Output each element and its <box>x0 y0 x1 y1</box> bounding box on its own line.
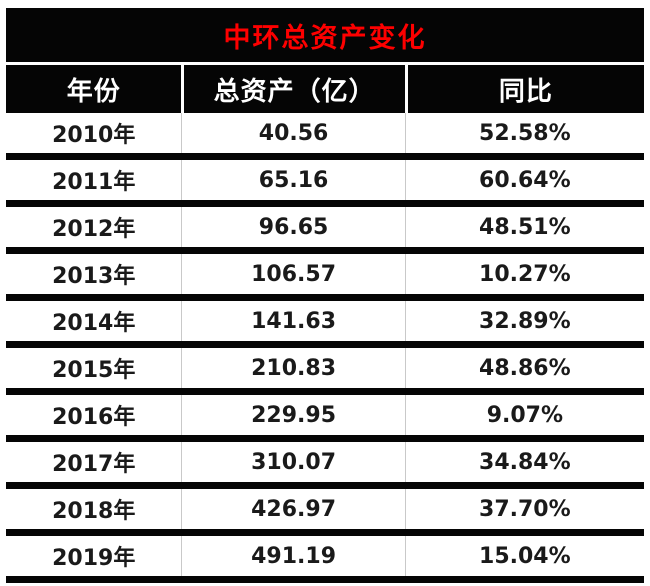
cell-year: 2018年 <box>52 499 136 524</box>
table-row: 2013年 106.57 10.27% <box>6 254 644 301</box>
cell-yoy: 48.51% <box>404 207 644 247</box>
table-row: 2011年 65.16 60.64% <box>6 160 644 207</box>
cell-total-assets: 210.83 <box>181 348 404 388</box>
table-row: 2012年 96.65 48.51% <box>6 207 644 254</box>
cell-total-assets: 426.97 <box>181 489 404 529</box>
cell-total-assets: 491.19 <box>181 536 404 576</box>
cell-yoy: 37.70% <box>404 489 644 529</box>
cell-yoy: 52.58% <box>404 113 644 153</box>
cell-year: 2019年 <box>52 546 136 571</box>
cell-total-assets: 40.56 <box>181 113 404 153</box>
cell-yoy: 48.86% <box>404 348 644 388</box>
cell-total-assets: 229.95 <box>181 395 404 435</box>
cell-total-assets: 141.63 <box>181 301 404 341</box>
table-title: 中环总资产变化 <box>223 22 427 54</box>
cell-year: 2017年 <box>52 452 136 477</box>
cell-year: 2013年 <box>52 264 136 289</box>
cell-yoy: 32.89% <box>404 301 644 341</box>
header-year: 年份 <box>6 65 182 113</box>
table-row: 2019年 491.19 15.04% <box>6 536 644 583</box>
cell-year: 2011年 <box>52 170 136 195</box>
cell-total-assets: 106.57 <box>181 254 404 294</box>
table-title-bar: 中环总资产变化 <box>6 8 644 62</box>
table-row: 2018年 426.97 37.70% <box>6 489 644 536</box>
cell-year: 2014年 <box>52 311 136 336</box>
header-total-assets: 总资产（亿） <box>181 65 405 113</box>
cell-total-assets: 310.07 <box>181 442 404 482</box>
table-row: 2010年 40.56 52.58% <box>6 113 644 160</box>
cell-total-assets: 65.16 <box>181 160 404 200</box>
cell-yoy: 15.04% <box>404 536 644 576</box>
header-yoy: 同比 <box>404 65 644 113</box>
table-row: 2014年 141.63 32.89% <box>6 301 644 348</box>
cell-year: 2015年 <box>52 358 136 383</box>
cell-yoy: 10.27% <box>404 254 644 294</box>
cell-total-assets: 96.65 <box>181 207 404 247</box>
table-body: 2010年 40.56 52.58% 2011年 65.16 60.64% 20… <box>6 113 644 583</box>
cell-year: 2016年 <box>52 405 136 430</box>
table-row: 2016年 229.95 9.07% <box>6 395 644 442</box>
cell-yoy: 60.64% <box>404 160 644 200</box>
table-row: 2015年 210.83 48.86% <box>6 348 644 395</box>
cell-year: 2012年 <box>52 217 136 242</box>
cell-yoy: 9.07% <box>404 395 644 435</box>
table-row: 2017年 310.07 34.84% <box>6 442 644 489</box>
table-header-row: 年份 总资产（亿） 同比 <box>6 65 644 113</box>
cell-year: 2010年 <box>52 123 136 148</box>
cell-yoy: 34.84% <box>404 442 644 482</box>
